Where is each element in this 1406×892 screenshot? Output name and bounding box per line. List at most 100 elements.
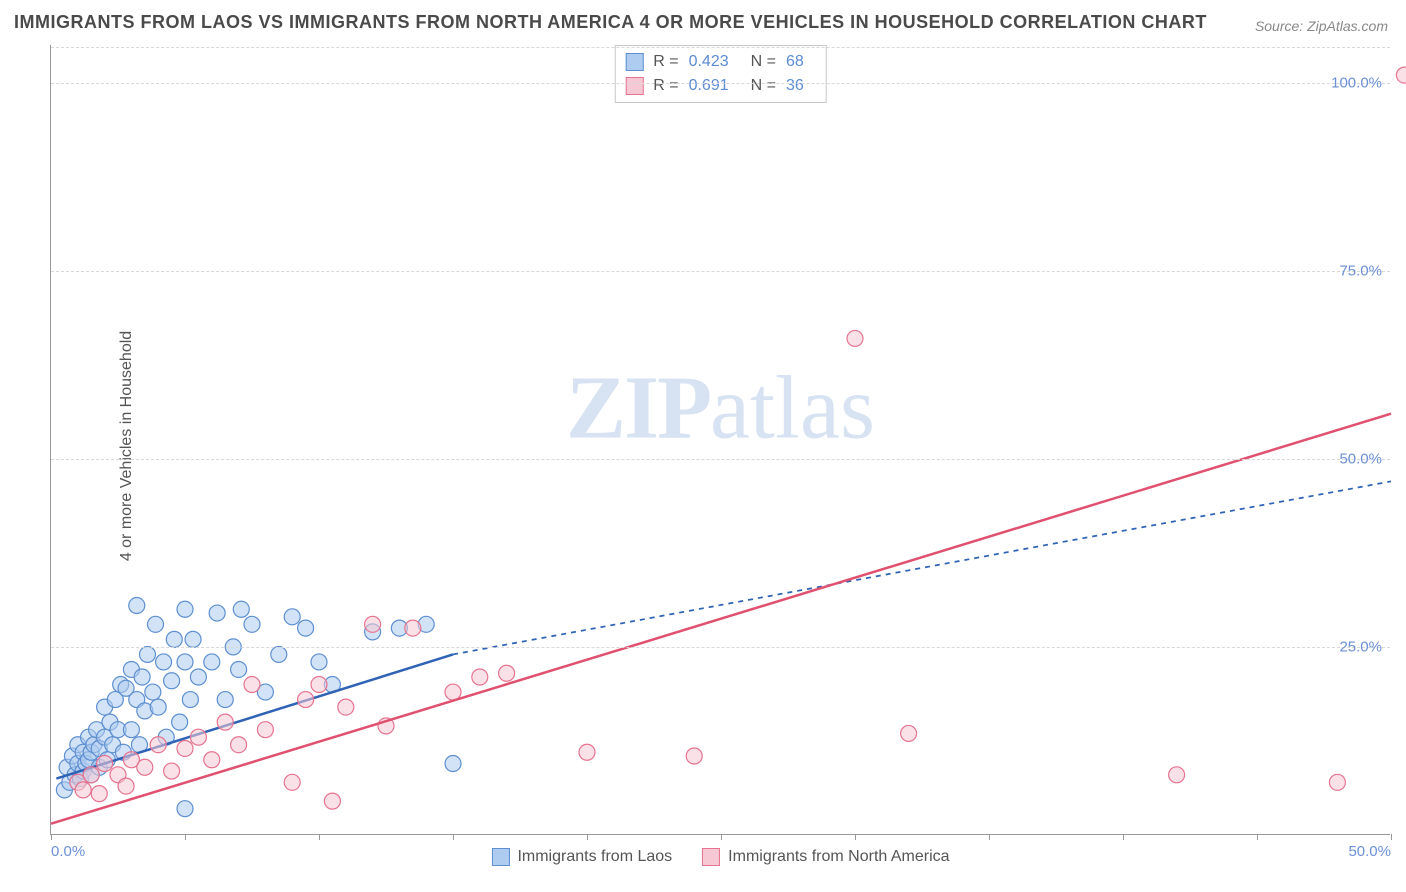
legend-swatch <box>491 848 509 866</box>
data-point-north-america <box>177 740 193 756</box>
stat-r-label: R = <box>653 74 678 98</box>
data-point-laos <box>209 605 225 621</box>
chart-title: IMMIGRANTS FROM LAOS VS IMMIGRANTS FROM … <box>14 12 1207 33</box>
data-point-north-america <box>338 699 354 715</box>
x-tick <box>1391 834 1392 840</box>
legend-item-laos: Immigrants from Laos <box>491 848 672 866</box>
legend-swatch <box>625 53 643 71</box>
data-point-laos <box>172 714 188 730</box>
data-point-north-america <box>118 778 134 794</box>
data-point-north-america <box>499 665 515 681</box>
data-point-north-america <box>579 744 595 760</box>
data-point-north-america <box>150 737 166 753</box>
gridline <box>51 83 1390 84</box>
data-point-laos <box>156 654 172 670</box>
data-point-laos <box>177 801 193 817</box>
data-point-north-america <box>190 729 206 745</box>
data-point-north-america <box>284 774 300 790</box>
x-tick <box>989 834 990 840</box>
plot-area: ZIPatlas R = 0.423N = 68R = 0.691N = 36 … <box>50 45 1390 835</box>
data-point-north-america <box>365 616 381 632</box>
data-point-laos <box>148 616 164 632</box>
x-tick-label: 50.0% <box>1348 843 1391 860</box>
data-point-laos <box>177 601 193 617</box>
data-point-laos <box>185 631 201 647</box>
x-tick <box>1257 834 1258 840</box>
data-point-laos <box>150 699 166 715</box>
data-point-laos <box>164 673 180 689</box>
x-tick <box>1123 834 1124 840</box>
source-attribution: Source: ZipAtlas.com <box>1255 18 1388 34</box>
data-point-north-america <box>164 763 180 779</box>
bottom-legend: Immigrants from Laos Immigrants from Nort… <box>491 848 949 866</box>
data-point-laos <box>284 609 300 625</box>
data-point-laos <box>445 756 461 772</box>
legend-label: Immigrants from North America <box>728 848 949 866</box>
gridline <box>51 459 1390 460</box>
data-point-north-america <box>324 793 340 809</box>
stat-n-label: N = <box>751 50 776 74</box>
legend-item-north-america: Immigrants from North America <box>702 848 949 866</box>
data-point-north-america <box>83 767 99 783</box>
data-point-north-america <box>1169 767 1185 783</box>
stat-n-value: 68 <box>786 50 804 74</box>
stats-legend-box: R = 0.423 N = 68 R = 0.691 N = 36 <box>614 45 827 103</box>
data-point-north-america <box>686 748 702 764</box>
data-point-laos <box>123 722 139 738</box>
data-point-laos <box>271 646 287 662</box>
x-tick <box>453 834 454 840</box>
data-point-north-america <box>75 782 91 798</box>
data-point-laos <box>182 692 198 708</box>
data-point-north-america <box>204 752 220 768</box>
gridline <box>51 47 1390 48</box>
data-point-north-america <box>311 677 327 693</box>
data-point-north-america <box>257 722 273 738</box>
stats-row-north-america: R = 0.691 N = 36 <box>625 74 816 98</box>
data-point-north-america <box>1329 774 1345 790</box>
data-point-north-america <box>405 620 421 636</box>
x-tick <box>319 834 320 840</box>
data-point-laos <box>139 646 155 662</box>
data-point-laos <box>217 692 233 708</box>
data-point-north-america <box>91 786 107 802</box>
data-point-north-america <box>217 714 233 730</box>
gridline <box>51 647 1390 648</box>
data-point-laos <box>231 661 247 677</box>
y-tick-label: 25.0% <box>1339 638 1382 655</box>
stat-n-value: 36 <box>786 74 804 98</box>
data-point-laos <box>311 654 327 670</box>
data-point-laos <box>204 654 220 670</box>
x-tick <box>185 834 186 840</box>
data-point-north-america <box>1396 67 1406 83</box>
y-tick-label: 100.0% <box>1331 74 1382 91</box>
x-tick <box>51 834 52 840</box>
data-point-north-america <box>244 677 260 693</box>
gridline <box>51 271 1390 272</box>
regression-extension-laos <box>453 481 1391 654</box>
data-point-north-america <box>137 759 153 775</box>
data-point-north-america <box>472 669 488 685</box>
y-tick-label: 75.0% <box>1339 262 1382 279</box>
legend-swatch <box>702 848 720 866</box>
data-point-laos <box>298 620 314 636</box>
data-point-laos <box>166 631 182 647</box>
chart-svg <box>51 45 1390 834</box>
data-point-laos <box>233 601 249 617</box>
data-point-north-america <box>231 737 247 753</box>
data-point-north-america <box>445 684 461 700</box>
stat-r-value: 0.691 <box>689 74 729 98</box>
stat-r-label: R = <box>653 50 678 74</box>
data-point-north-america <box>901 725 917 741</box>
data-point-laos <box>129 598 145 614</box>
data-point-laos <box>190 669 206 685</box>
data-point-north-america <box>847 330 863 346</box>
x-tick <box>855 834 856 840</box>
stats-row-laos: R = 0.423 N = 68 <box>625 50 816 74</box>
stat-n-label: N = <box>751 74 776 98</box>
data-point-north-america <box>97 756 113 772</box>
x-tick <box>587 834 588 840</box>
legend-swatch <box>625 77 643 95</box>
x-tick <box>721 834 722 840</box>
data-point-laos <box>134 669 150 685</box>
stat-r-value: 0.423 <box>689 50 729 74</box>
